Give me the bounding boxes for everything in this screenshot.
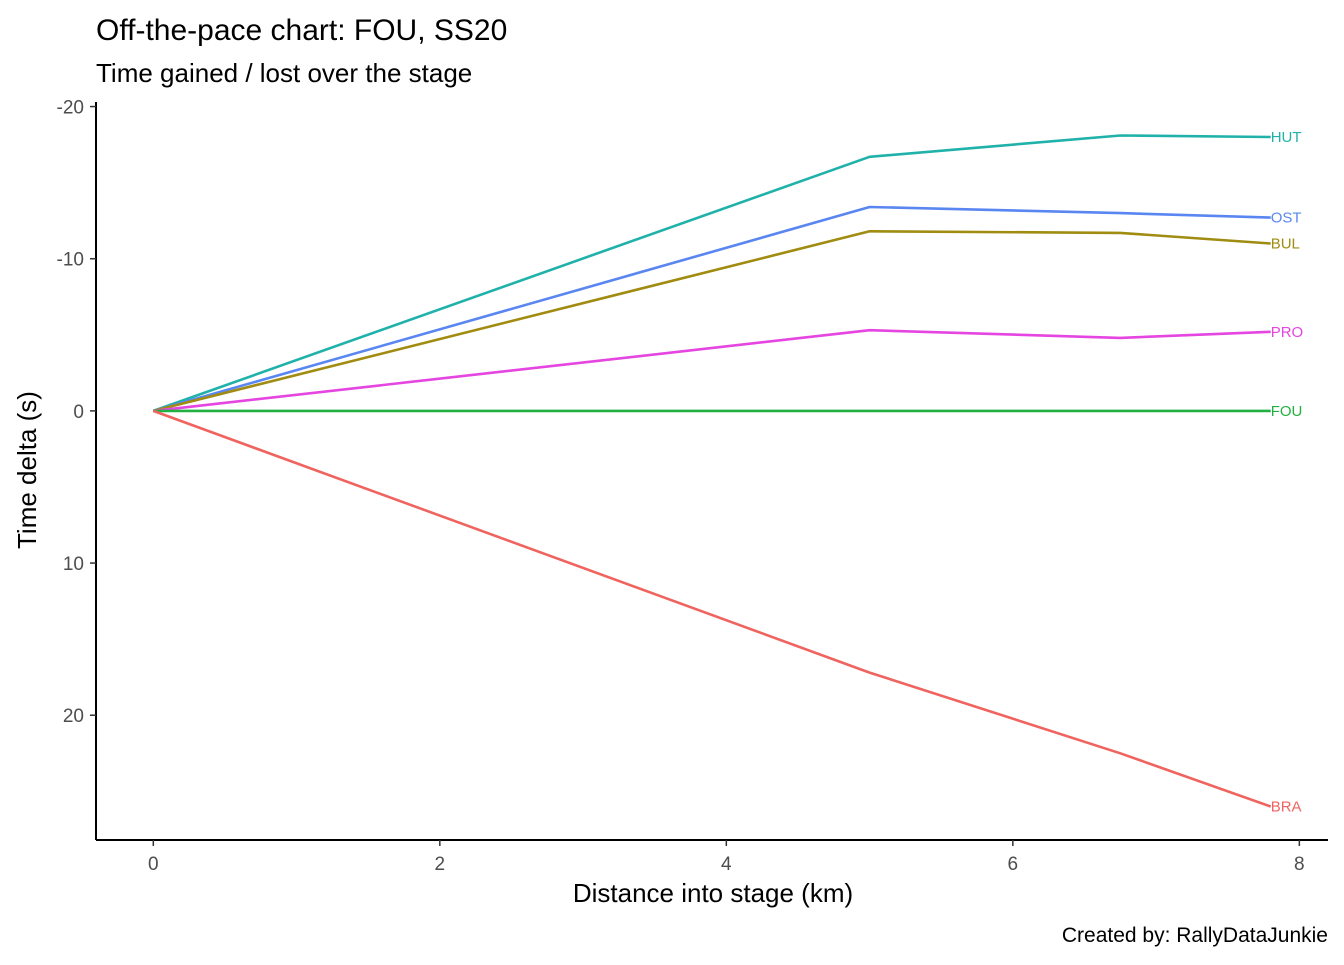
- y-tick-label: -10: [57, 250, 84, 271]
- series-line-ost: [152, 205, 1271, 413]
- chart-title: Off-the-pace chart: FOU, SS20: [96, 14, 507, 47]
- axes: 0 2 4 6 8 -20 -10 0 10 20: [57, 98, 1328, 875]
- series-line-bul: [152, 230, 1271, 413]
- x-tick-label: 2: [435, 854, 446, 875]
- series-end-label-bra: BRA: [1271, 799, 1302, 816]
- series-end-label-fou: FOU: [1271, 403, 1303, 420]
- series-line-bra: [152, 409, 1272, 808]
- y-axis-label: Time delta (s): [12, 391, 42, 549]
- x-tick-label: 4: [721, 854, 732, 875]
- series-end-label-ost: OST: [1271, 210, 1302, 227]
- x-tick-label: 6: [1008, 854, 1019, 875]
- x-axis-label: Distance into stage (km): [573, 878, 853, 908]
- chart-caption: Created by: RallyDataJunkie: [1062, 924, 1328, 947]
- x-tick-label: 0: [148, 854, 159, 875]
- series-end-label-hut: HUT: [1271, 129, 1302, 146]
- series-line-hut: [152, 134, 1271, 413]
- series-end-label-pro: PRO: [1271, 324, 1304, 341]
- x-tick-label: 8: [1294, 854, 1305, 875]
- series-line-pro: [153, 328, 1271, 413]
- y-tick-label: 20: [63, 706, 84, 727]
- series-lines: [152, 134, 1272, 808]
- y-tick-label: 0: [73, 402, 84, 423]
- chart-subtitle: Time gained / lost over the stage: [96, 58, 472, 88]
- y-tick-label: -20: [57, 98, 84, 119]
- series-end-labels: HUT OST BUL PRO FOU BRA: [1271, 129, 1304, 816]
- series-end-label-bul: BUL: [1271, 236, 1300, 253]
- y-tick-label: 10: [63, 554, 84, 575]
